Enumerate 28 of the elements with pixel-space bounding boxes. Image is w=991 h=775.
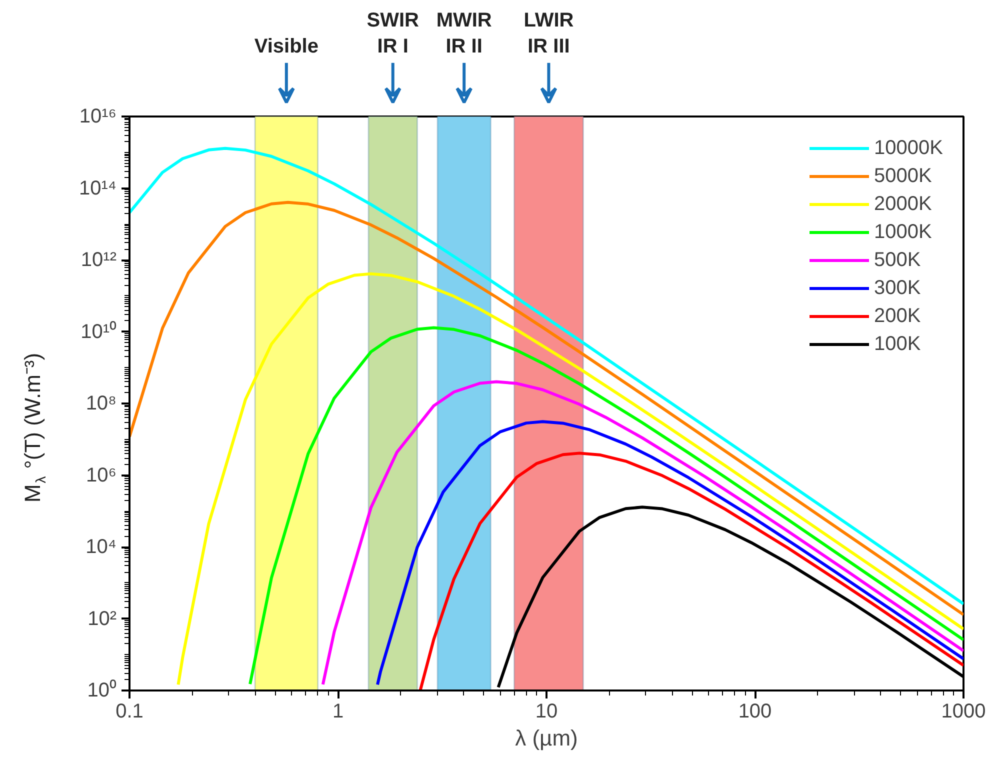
y-tick-label: 10⁸ [86, 392, 117, 414]
y-tick-label: 10¹⁶ [79, 106, 116, 128]
y-tick-label: 10² [88, 608, 117, 630]
y-tick-label: 10⁰ [87, 678, 117, 702]
x-tick-label: 1 [332, 700, 344, 722]
x-axis-title: λ (µm) [515, 726, 578, 750]
legend-label: 300K [874, 276, 921, 300]
y-tick-label: 10⁴ [86, 536, 117, 558]
x-tick-label: 0.1 [116, 700, 144, 722]
y-tick-label: 10⁶ [86, 464, 117, 486]
band-label: SWIR IR I [366, 9, 420, 58]
x-tick-label: 1000 [941, 700, 986, 722]
legend-label: 1000K [874, 220, 932, 244]
band-label: Visible [254, 36, 318, 58]
legend-label: 500K [874, 248, 921, 272]
legend-label: 100K [874, 332, 921, 356]
x-tick-label: 100 [738, 700, 772, 722]
y-axis-title: Mλ°(T) (W.m⁻³) [20, 352, 48, 502]
y-tick-label: 10¹² [80, 249, 117, 271]
x-tick-label: 10 [535, 700, 558, 722]
legend-label: 5000K [874, 164, 932, 188]
legend-label: 10000K [874, 136, 943, 160]
legend-label: 200K [874, 304, 921, 328]
y-tick-label: 10¹⁰ [80, 320, 116, 343]
y-tick-label: 10¹⁴ [79, 177, 116, 200]
band-label: LWIR IR III [524, 9, 574, 58]
legend-label: 2000K [874, 192, 932, 216]
band-label: MWIR IR II [436, 9, 492, 58]
